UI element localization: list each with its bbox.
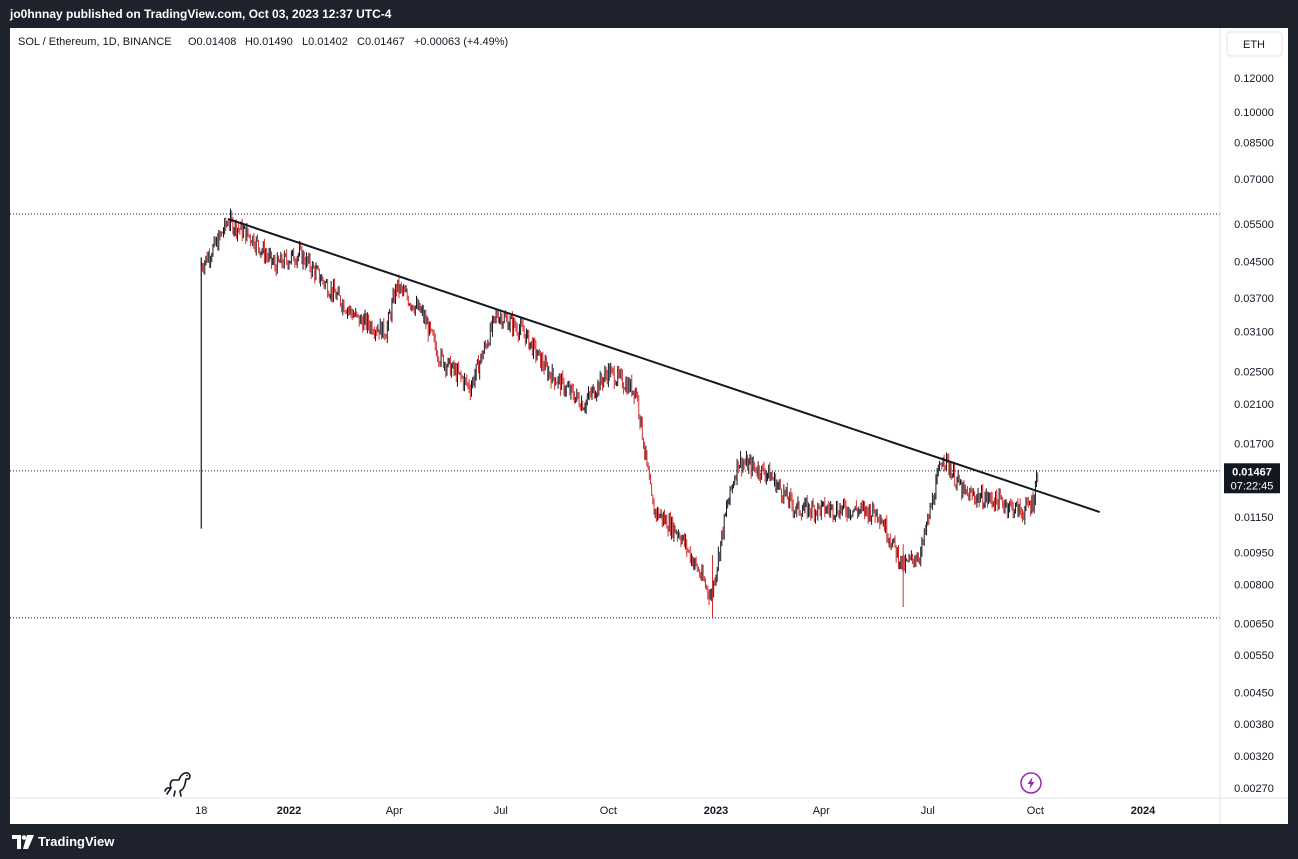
legend-symbol[interactable]: SOL / Ethereum, 1D, BINANCE — [18, 36, 172, 48]
price-tick-label: 0.00550 — [1234, 650, 1274, 662]
legend-low: L0.01402 — [302, 36, 348, 48]
price-axis[interactable]: 0.12000 0.10000 0.08500 0.07000 0.05500 0.045… — [1234, 73, 1274, 795]
time-tick-label: Jul — [921, 805, 935, 817]
price-chart[interactable]: 0.12000 0.10000 0.08500 0.07000 0.05500 0.045… — [10, 28, 1288, 824]
time-tick-label: Apr — [386, 805, 403, 817]
time-tick-label: 2023 — [704, 805, 728, 817]
price-tick-label: 0.00950 — [1234, 548, 1274, 560]
price-tick-label: 0.05500 — [1234, 219, 1274, 231]
price-tick-label: 0.03100 — [1234, 326, 1274, 338]
time-tick-label: 2022 — [277, 805, 301, 817]
currency-button-label: ETH — [1243, 39, 1265, 51]
legend-open: O0.01408 — [188, 36, 236, 48]
time-tick-label: Apr — [813, 805, 830, 817]
legend-change: +0.00063 (+4.49%) — [414, 36, 508, 48]
time-tick-label: 2024 — [1131, 805, 1156, 817]
price-tick-label: 0.02100 — [1234, 399, 1274, 411]
currency-button[interactable]: ETH — [1226, 31, 1283, 57]
dino-icon[interactable] — [164, 772, 191, 797]
price-tick-label: 0.02500 — [1234, 367, 1274, 379]
price-tick-label: 0.00320 — [1234, 751, 1274, 763]
tradingview-logo-icon — [12, 834, 34, 849]
price-tick-label: 0.08500 — [1234, 138, 1274, 150]
bar-countdown: 07:22:45 — [1231, 480, 1274, 492]
price-tick-label: 0.04500 — [1234, 257, 1274, 269]
lightning-icon[interactable] — [1020, 772, 1042, 794]
legend-close: C0.01467 — [357, 36, 405, 48]
price-tick-label: 0.00380 — [1234, 719, 1274, 731]
time-tick-label: 18 — [195, 805, 207, 817]
tradingview-wordmark: TradingView — [38, 834, 115, 849]
tradingview-logo[interactable]: TradingView — [12, 834, 114, 849]
last-price-label: 0.01467 07:22:45 — [1224, 463, 1280, 494]
price-tick-label: 0.01150 — [1235, 512, 1274, 524]
horizontal-lines-layer — [10, 213, 1220, 619]
publish-header: jo0hnnay published on TradingView.com, O… — [0, 0, 1298, 28]
price-tick-label: 0.07000 — [1234, 174, 1274, 186]
time-tick-label: Jul — [494, 805, 508, 817]
time-tick-label: Oct — [600, 805, 617, 817]
price-tick-label: 0.00650 — [1234, 619, 1274, 631]
legend-high: H0.01490 — [245, 36, 293, 48]
price-tick-label: 0.10000 — [1234, 107, 1274, 119]
price-tick-label: 0.00800 — [1234, 580, 1274, 592]
trendline — [227, 218, 1101, 513]
chart-pane[interactable]: 0.12000 0.10000 0.08500 0.07000 0.05500 0.045… — [10, 28, 1288, 824]
price-tick-label: 0.00450 — [1234, 687, 1274, 699]
price-tick-label: 0.12000 — [1234, 73, 1274, 85]
price-tick-label: 0.00270 — [1234, 783, 1274, 795]
time-axis[interactable]: 18 2022 Apr Jul Oct 2023 Apr Jul Oct 2024 — [195, 805, 1156, 817]
price-tick-label: 0.03700 — [1234, 293, 1274, 305]
trendline-layer[interactable] — [227, 218, 1101, 513]
price-tick-label: 0.01700 — [1234, 439, 1274, 451]
footer-bar: TradingView — [0, 824, 1298, 859]
last-price-value: 0.01467 — [1232, 466, 1272, 478]
time-tick-label: Oct — [1027, 805, 1044, 817]
candles-layer — [200, 208, 1039, 618]
